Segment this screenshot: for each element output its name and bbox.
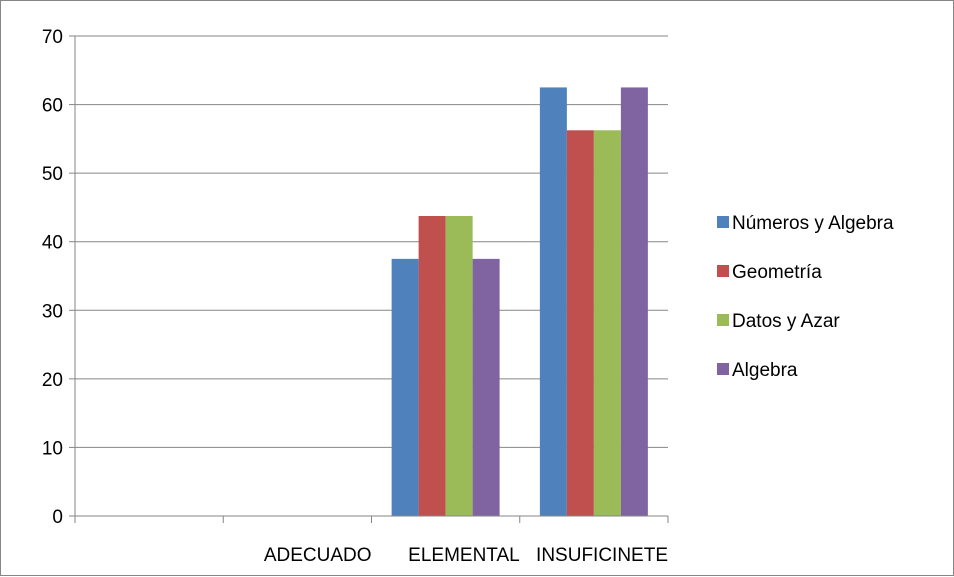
legend-swatch [717,216,729,228]
y-tick-label: 50 [42,164,63,185]
y-tick-label: 20 [42,370,63,391]
legend-swatch [717,363,729,375]
axes [69,35,669,523]
legend-label: Datos y Azar [732,311,840,332]
legend-swatch [717,265,729,277]
bar-algebra-2 [472,258,500,516]
legend-label: Geometría [732,262,822,283]
y-tick-label: 70 [42,27,63,48]
x-tick-label: ELEMENTAL [408,545,520,566]
x-tick-labels: ADECUADO ELEMENTAL INSUFICINETE [264,545,668,566]
legend-label: Números y Algebra [732,213,894,234]
y-tick-label: 60 [42,96,63,117]
bar-geometr-a-3 [566,130,594,517]
bar-algebra-3 [620,87,648,516]
y-tick-label: 30 [42,301,63,322]
legend-swatch [717,314,729,326]
gridlines [75,35,668,448]
x-tick-label: ADECUADO [264,545,372,566]
bar-n-meros-y-algebra-2 [391,258,419,516]
legend: Números y Algebra Geometría Datos y Azar Al… [717,213,894,381]
bar-n-meros-y-algebra-3 [539,87,567,516]
y-tick-label: 40 [42,233,63,254]
y-tick-label: 10 [42,438,63,459]
legend-label: Algebra [732,360,798,381]
bar-geometr-a-2 [418,216,446,516]
bar-datos-y-azar-3 [593,130,621,517]
y-tick-label: 0 [52,507,63,528]
x-tick-label: INSUFICINETE [536,545,668,566]
bars [391,87,648,517]
bar-datos-y-azar-2 [445,216,473,516]
y-tick-labels: 0 10 20 30 40 50 60 70 [42,27,63,528]
